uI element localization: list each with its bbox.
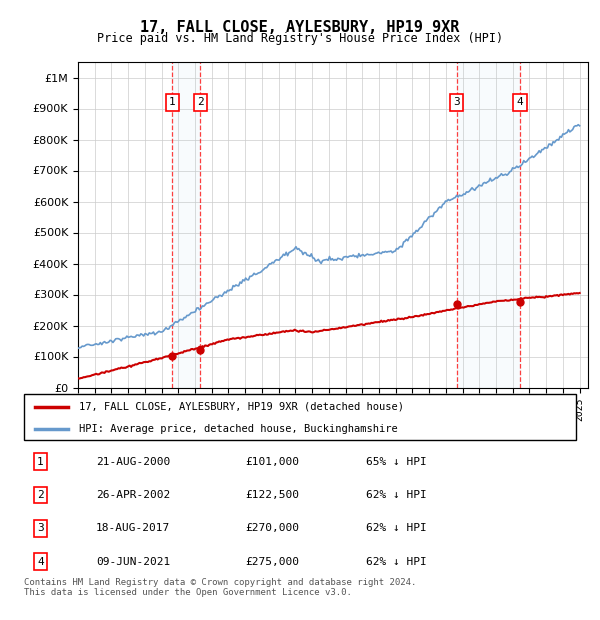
- Text: 4: 4: [517, 97, 523, 107]
- Text: 18-AUG-2017: 18-AUG-2017: [96, 523, 170, 533]
- Text: 4: 4: [37, 557, 44, 567]
- Bar: [457, 62, 520, 388]
- Text: £270,000: £270,000: [245, 523, 299, 533]
- Text: 1: 1: [169, 97, 176, 107]
- Text: 62% ↓ HPI: 62% ↓ HPI: [366, 557, 427, 567]
- FancyBboxPatch shape: [24, 394, 576, 440]
- Text: 62% ↓ HPI: 62% ↓ HPI: [366, 523, 427, 533]
- Text: 09-JUN-2021: 09-JUN-2021: [96, 557, 170, 567]
- Text: Price paid vs. HM Land Registry's House Price Index (HPI): Price paid vs. HM Land Registry's House …: [97, 32, 503, 45]
- Text: 1: 1: [37, 456, 44, 466]
- Text: 65% ↓ HPI: 65% ↓ HPI: [366, 456, 427, 466]
- Text: 3: 3: [453, 97, 460, 107]
- Text: 17, FALL CLOSE, AYLESBURY, HP19 9XR (detached house): 17, FALL CLOSE, AYLESBURY, HP19 9XR (det…: [79, 402, 404, 412]
- Text: Contains HM Land Registry data © Crown copyright and database right 2024.
This d: Contains HM Land Registry data © Crown c…: [24, 578, 416, 597]
- Text: 2: 2: [37, 490, 44, 500]
- Text: £101,000: £101,000: [245, 456, 299, 466]
- Text: £275,000: £275,000: [245, 557, 299, 567]
- Text: HPI: Average price, detached house, Buckinghamshire: HPI: Average price, detached house, Buck…: [79, 423, 398, 433]
- Text: 2: 2: [197, 97, 204, 107]
- Text: 3: 3: [37, 523, 44, 533]
- Text: £122,500: £122,500: [245, 490, 299, 500]
- Bar: [172, 62, 200, 388]
- Text: 17, FALL CLOSE, AYLESBURY, HP19 9XR: 17, FALL CLOSE, AYLESBURY, HP19 9XR: [140, 20, 460, 35]
- Text: 21-AUG-2000: 21-AUG-2000: [96, 456, 170, 466]
- Text: 62% ↓ HPI: 62% ↓ HPI: [366, 490, 427, 500]
- Text: 26-APR-2002: 26-APR-2002: [96, 490, 170, 500]
